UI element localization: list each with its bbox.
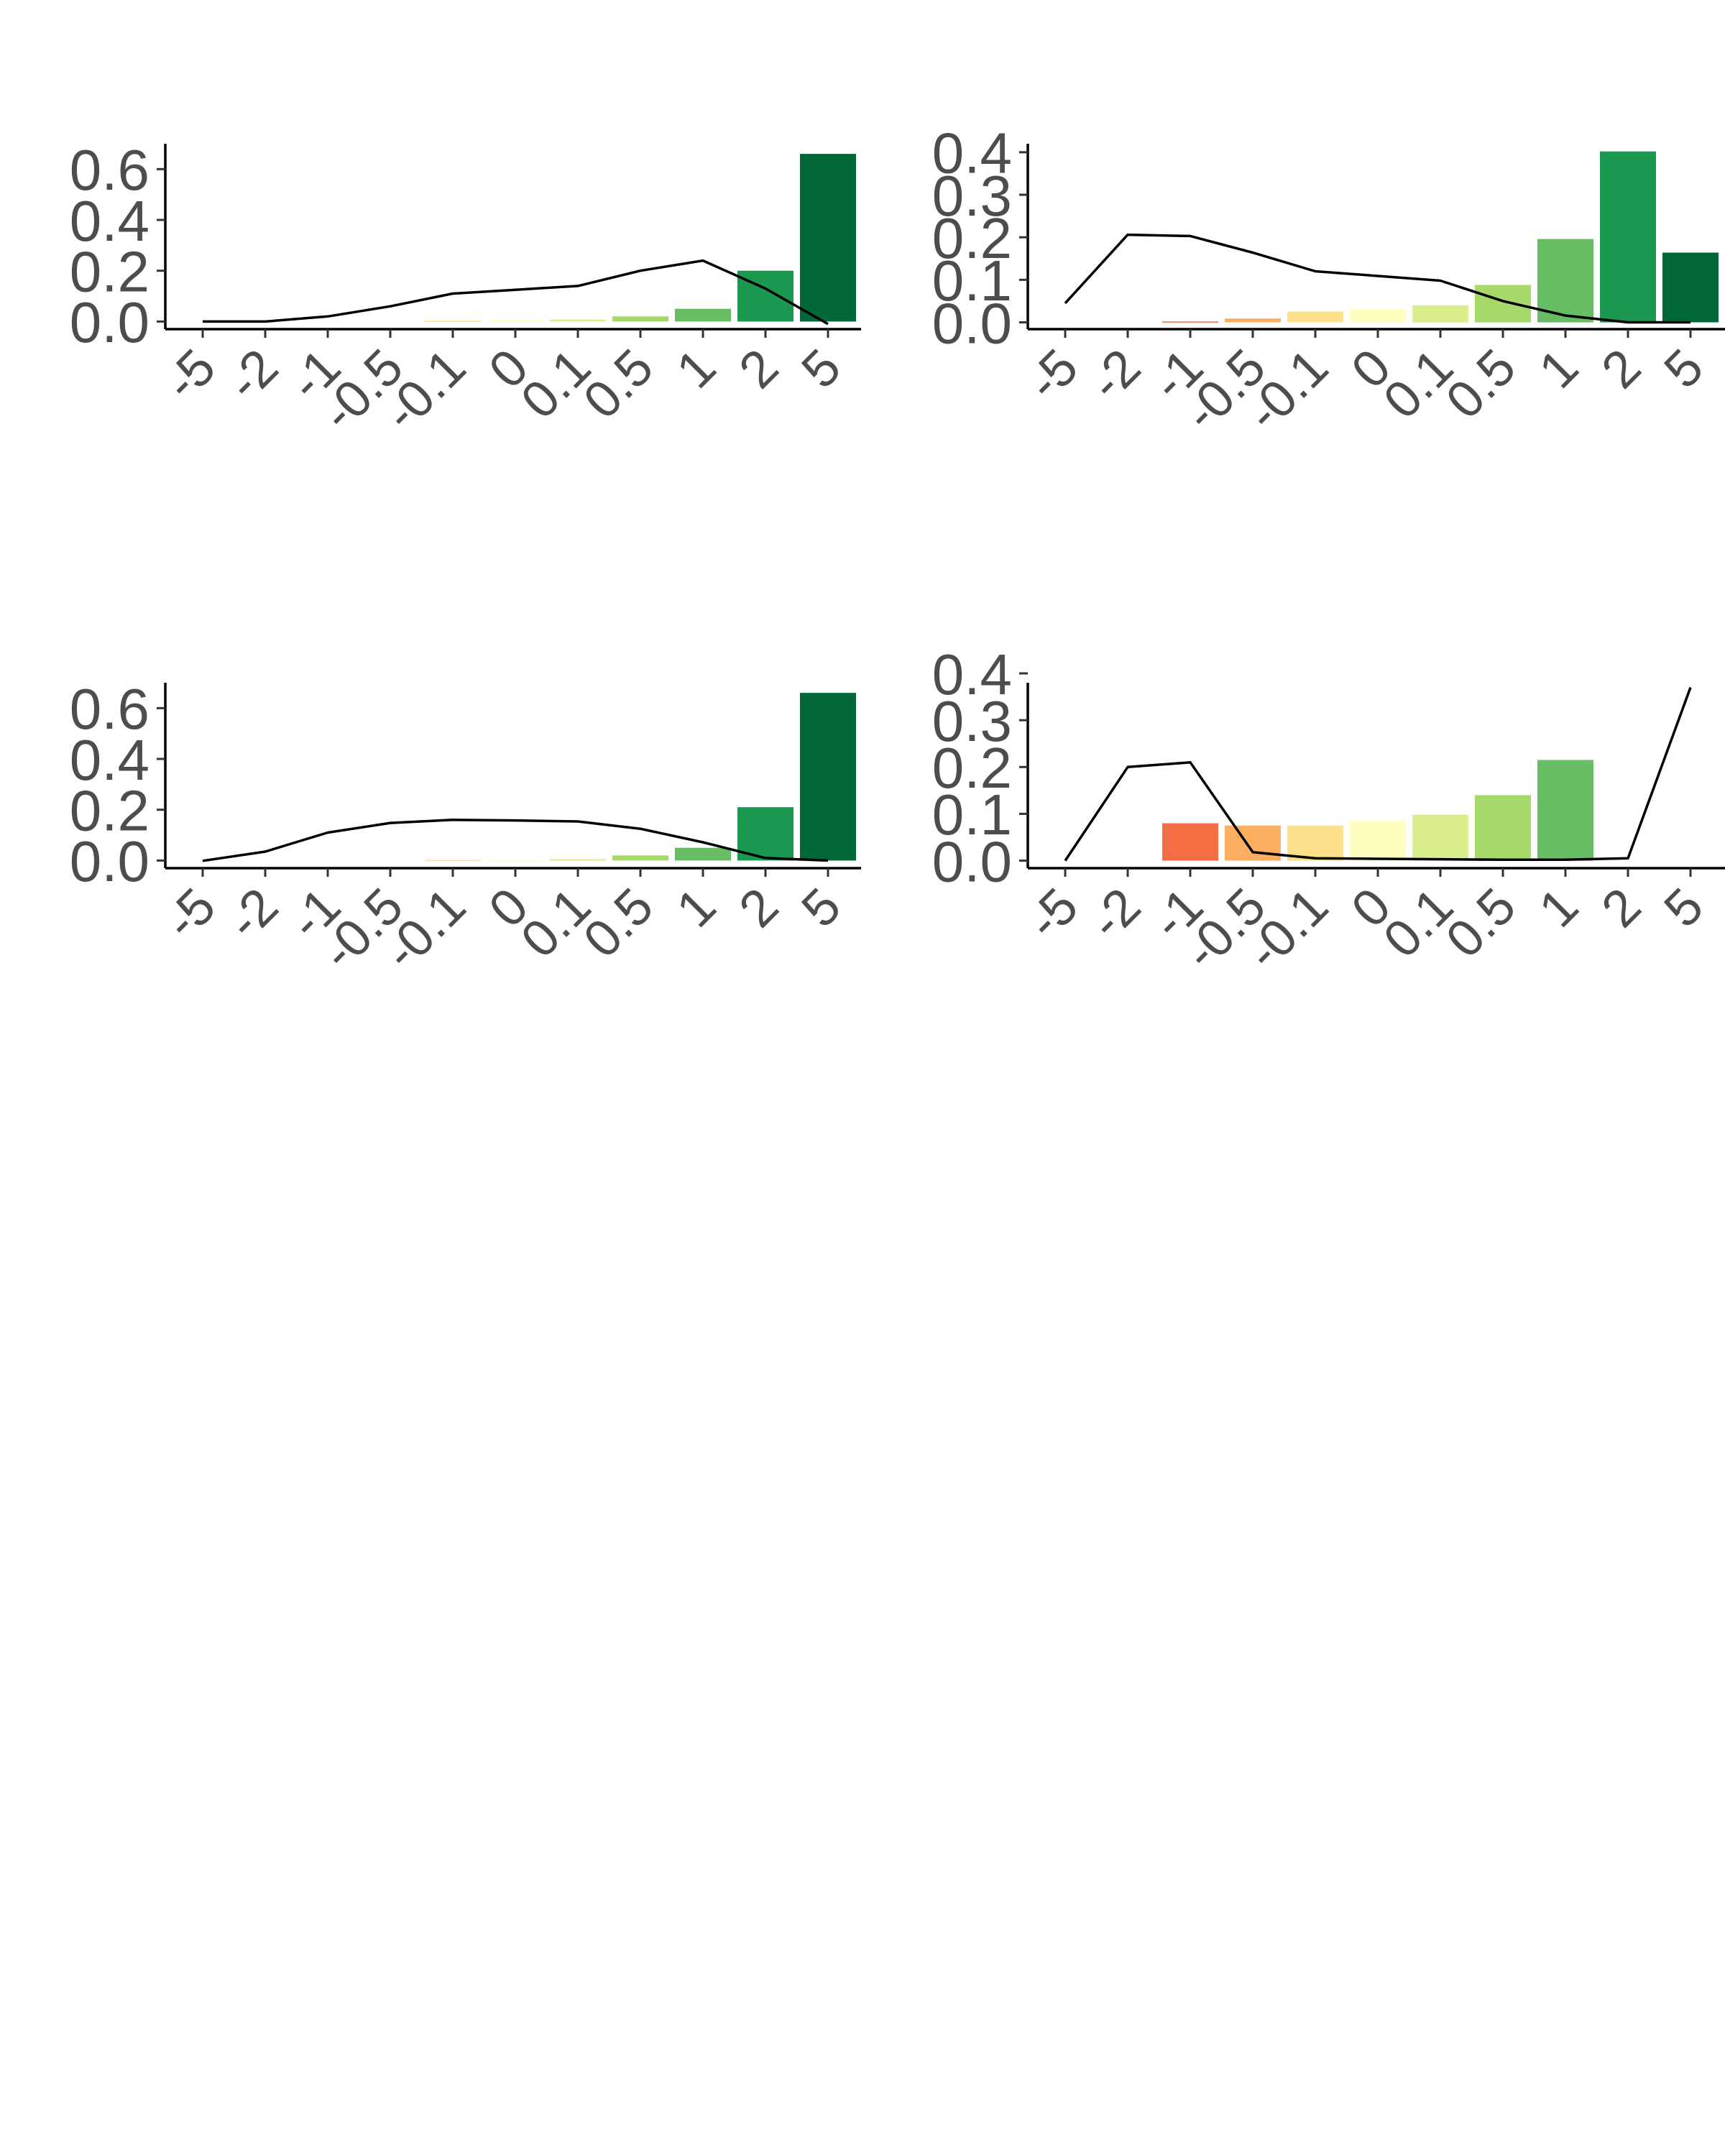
y-tick-label: 0.3 [932, 164, 1012, 228]
x-tick-label: -5 [153, 877, 226, 951]
bar-2 [737, 807, 794, 861]
bar-1 [1537, 239, 1593, 323]
bar-2 [1600, 151, 1656, 323]
x-tick-label: 5 [1653, 338, 1714, 400]
y-tick-label: 0.4 [932, 642, 1012, 706]
x-tick-label: 2 [1591, 338, 1652, 400]
y-tick-label: 0.2 [70, 240, 150, 304]
bar-5 [1662, 252, 1719, 323]
x-tick-label: -5 [153, 338, 226, 412]
bar--0.1 [1287, 311, 1343, 323]
y-tick-label: 0.6 [70, 677, 150, 741]
y-tick-label: 0.2 [70, 779, 150, 843]
y-tick-label: 0.4 [70, 728, 150, 792]
x-tick-label: 5 [791, 877, 852, 939]
y-tick-label: 0.3 [932, 689, 1012, 753]
bar--1 [1162, 321, 1218, 323]
x-tick-label: 1 [666, 877, 727, 939]
series-line [202, 819, 829, 862]
x-tick-label: -5 [1016, 338, 1089, 412]
chart-panel-4: 0.00.10.20.30.4-5-2-1-0.5-0.1 00.10.5 1 2 5 [932, 642, 1725, 981]
chart-panel-1: 0.00.20.40.6-5-2-1-0.5-0.1 00.10.5 1 2 5 [70, 138, 861, 442]
x-tick-label: 0.5 [573, 338, 664, 430]
bar-0.5 [612, 316, 668, 322]
y-tick-label: 0.1 [932, 249, 1012, 313]
bar-0 [1350, 309, 1406, 323]
series-line [1064, 233, 1690, 324]
bar-0.1 [550, 859, 606, 861]
bar-1 [1537, 760, 1593, 861]
x-tick-label: 5 [791, 338, 852, 400]
x-tick-label: 2 [1591, 877, 1652, 939]
x-tick-label: 2 [728, 877, 789, 939]
chart-panel-3: 0.00.20.40.6-5-2-1-0.5-0.1 00.10.5 1 2 5 [70, 677, 861, 981]
series-line [203, 259, 829, 326]
x-tick-label: 1 [666, 338, 727, 400]
y-tick-label: 0.0 [932, 829, 1012, 893]
x-tick-label: 1 [1528, 877, 1589, 939]
bar--0.5 [1225, 318, 1281, 323]
bar-0.5 [612, 855, 668, 861]
bar-2 [737, 270, 794, 322]
x-tick-label: -5 [1016, 877, 1089, 951]
bar-1 [675, 308, 731, 322]
x-tick-label: -2 [1078, 338, 1151, 412]
bar-0 [487, 860, 543, 862]
y-tick-label: 0.0 [70, 829, 150, 893]
bar-0 [1350, 821, 1406, 861]
bar-0.5 [1475, 285, 1531, 323]
x-tick-label: 5 [1653, 877, 1714, 939]
bar-1 [675, 847, 731, 861]
y-tick-label: 0.2 [932, 206, 1012, 270]
bar-0.1 [550, 319, 606, 322]
y-tick-label: 0.1 [932, 783, 1012, 847]
bar--0.1 [1287, 825, 1343, 861]
x-tick-label: 0.5 [573, 877, 664, 969]
bar--0.1 [425, 860, 481, 862]
x-tick-label: -2 [216, 338, 289, 412]
y-tick-label: 0.0 [70, 290, 150, 354]
y-tick-label: 0.2 [932, 736, 1012, 800]
chart-panel-2: 0.00.10.20.30.4-5-2-1-0.5-0.1 00.10.5 1 2 5 [932, 121, 1725, 442]
y-tick-label: 0.4 [932, 121, 1012, 185]
x-tick-label: 2 [728, 338, 789, 400]
x-tick-label: 1 [1528, 338, 1589, 400]
bar--0.5 [1225, 825, 1281, 861]
bar-0.5 [1475, 795, 1531, 861]
bar--0.1 [425, 321, 481, 322]
series-line [1064, 686, 1692, 862]
x-tick-label: 0.5 [1435, 338, 1527, 430]
y-tick-label: 0.0 [932, 291, 1012, 355]
bar-5 [800, 693, 856, 861]
bar--1 [1162, 823, 1218, 861]
x-tick-label: -2 [1078, 877, 1151, 951]
x-tick-label: 0.5 [1435, 877, 1527, 969]
y-tick-label: 0.6 [70, 138, 150, 202]
bar-0.1 [1412, 305, 1468, 323]
x-tick-label: -2 [216, 877, 289, 951]
bar-5 [800, 154, 856, 322]
bar-0.1 [1412, 814, 1468, 861]
y-tick-label: 0.4 [70, 189, 150, 253]
bar-0 [487, 321, 543, 322]
